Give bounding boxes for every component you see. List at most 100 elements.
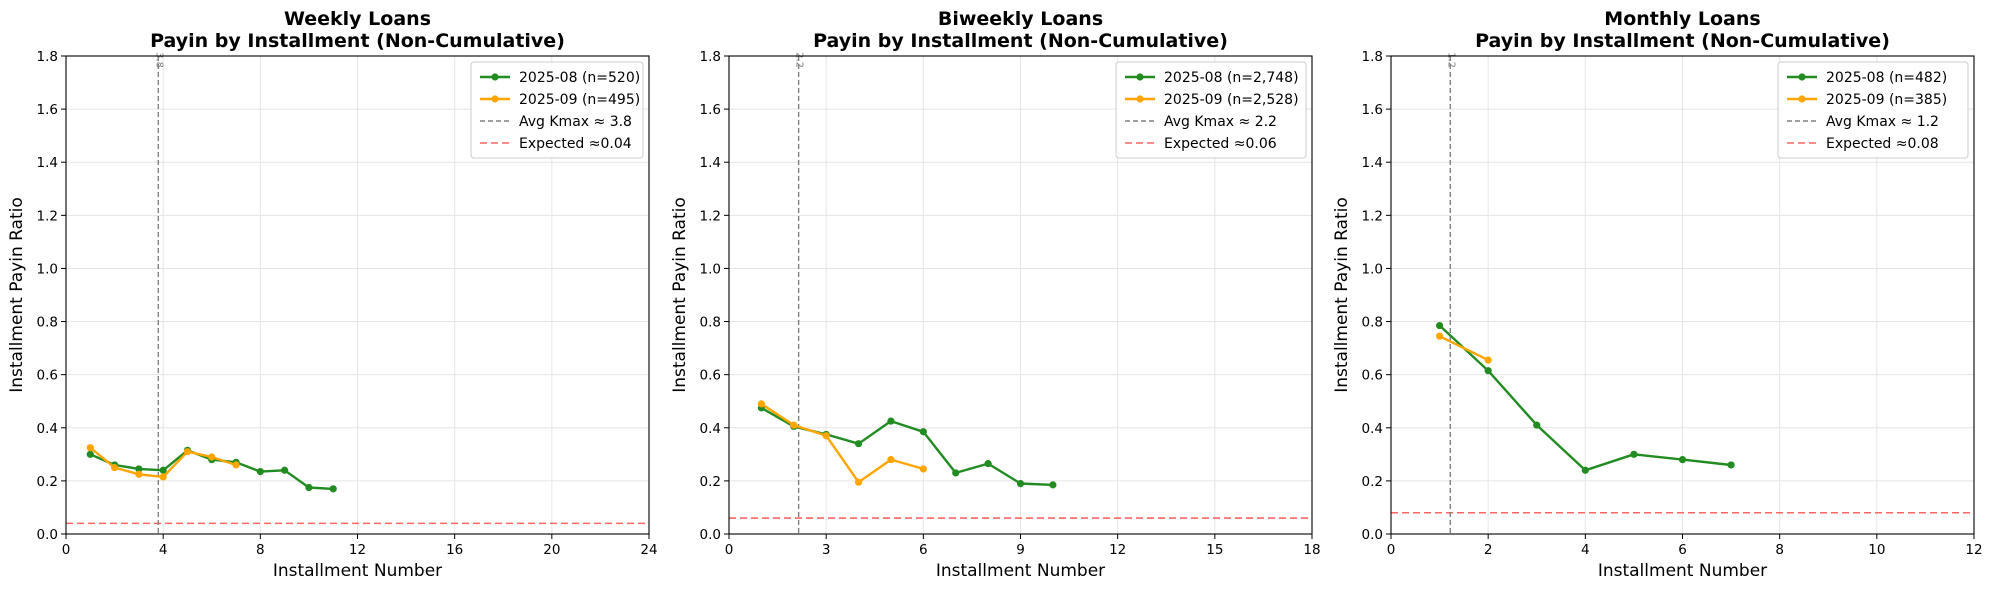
data-point [854,478,863,486]
y-tick-label: 0.0 [1362,527,1383,543]
data-point [1016,479,1025,488]
data-point [232,461,240,469]
x-tick-label: 8 [256,542,265,558]
y-tick-label: 1.8 [700,49,721,65]
x-tick-label: 15 [1206,542,1223,558]
x-tick-label: 4 [159,542,168,558]
y-tick-label: 0.2 [1362,474,1383,490]
data-point [1049,481,1057,489]
legend-entry: Avg Kmax ≈ 1.2 [1826,114,1939,130]
series-line-1 [1439,335,1489,362]
chart-subtitle: Payin by Installment (Non-Cumulative) [813,30,1228,52]
data-point [1533,421,1541,429]
x-tick-label: 0 [725,542,734,558]
legend-marker [1136,73,1144,81]
legend-marker [1798,73,1806,81]
y-tick-label: 1.2 [700,208,721,224]
x-tick-label: 6 [919,542,928,558]
y-tick-label: 0.6 [37,368,58,384]
x-tick-label: 10 [1868,542,1885,558]
data-point [1484,367,1492,375]
data-point [329,485,337,493]
avg-kmax-label: 2.2 [794,52,805,68]
y-tick-label: 1.6 [37,102,58,118]
chart-panel-0: 3.8 0 4 8 12 16 20 24 0.0 0.2 0.4 0.6 0.8 1.0 1.2 1.4 1.… [7,8,658,581]
y-tick-label: 0.0 [37,527,58,543]
x-tick-label: 12 [1109,542,1126,558]
series-line-0 [760,406,1053,487]
y-tick-label: 0.4 [1362,421,1383,437]
x-tick-label: 20 [543,542,560,558]
data-point [919,428,927,436]
data-point [952,469,960,477]
legend-entry: 2025-08 (n=520) [519,70,640,86]
x-tick-label: 9 [1016,542,1025,558]
data-point [110,464,119,472]
y-tick-label: 1.2 [1362,208,1383,224]
legend-marker [491,73,499,81]
data-point [281,466,289,474]
chart-title: Biweekly Loans [938,8,1103,30]
x-tick-label: 24 [640,542,657,558]
series-line-1 [760,402,924,484]
data-point [1435,332,1444,340]
data-point [919,465,927,473]
chart-panel-2: 1.2 0 2 4 6 8 10 12 0.0 0.2 0.4 0.6 0.8 1.0 1.2 1.4 1.6 1… [1332,8,1983,581]
x-tick-label: 3 [822,542,831,558]
y-tick-label: 1.2 [37,208,58,224]
y-tick-label: 1.4 [1362,155,1383,171]
data-point [822,432,830,440]
y-axis-label: Installment Payin Ratio [7,197,27,393]
legend-entry: Avg Kmax ≈ 2.2 [1164,114,1277,130]
legend-box [470,61,644,159]
legend-marker [1798,95,1806,103]
data-point [984,460,992,468]
chart-title: Monthly Loans [1604,8,1760,30]
legend-marker [491,95,499,103]
x-tick-label: 18 [1303,542,1320,558]
data-point [159,466,167,474]
legend-entry: Expected ≈0.08 [1826,136,1939,152]
y-axis-label: Installment Payin Ratio [670,197,690,393]
x-tick-label: 12 [349,542,366,558]
data-point [208,453,216,461]
legend-entry: 2025-08 (n=2,748) [1164,70,1299,86]
chart-panel-1: 2.2 0 3 6 9 12 15 18 0.0 0.2 0.4 0.6 0.8 1.0 1.2 1.4 1.6… [670,8,1321,581]
x-tick-label: 0 [62,542,71,558]
y-tick-label: 0.2 [700,474,721,490]
legend-entry: 2025-09 (n=2,528) [1164,92,1299,108]
legend-entry: 2025-09 (n=385) [1826,92,1947,108]
data-point [1727,461,1735,469]
legend-entry: 2025-08 (n=482) [1826,70,1947,86]
avg-kmax-label: 1.2 [1445,52,1456,68]
data-point [86,450,94,458]
legend: 2025-08 (n=520) 2025-09 (n=495) Avg Kmax ≈… [470,61,644,159]
data-point [1630,450,1638,458]
x-tick-label: 6 [1678,542,1687,558]
data-point [790,421,798,429]
y-tick-label: 0.8 [700,315,721,331]
y-tick-label: 1.4 [37,155,58,171]
legend-entry: Expected ≈0.06 [1164,136,1277,152]
data-point [757,400,765,408]
y-tick-label: 0.0 [700,527,721,543]
x-tick-label: 16 [446,542,463,558]
y-tick-label: 1.0 [37,261,58,277]
data-point [854,440,863,448]
y-tick-label: 0.6 [700,368,721,384]
data-point [305,483,313,492]
y-tick-label: 1.6 [700,102,721,118]
x-axis-label: Installment Number [1598,561,1767,581]
data-point [256,467,264,476]
data-point [86,444,94,452]
legend-box [1115,61,1307,159]
data-point [183,448,192,456]
y-tick-label: 0.6 [1362,368,1383,384]
x-tick-label: 12 [1965,542,1982,558]
y-tick-label: 0.4 [700,421,721,437]
legend-box [1777,61,1969,159]
data-point [135,465,143,473]
x-tick-label: 4 [1581,542,1590,558]
chart-title: Weekly Loans [284,8,431,30]
